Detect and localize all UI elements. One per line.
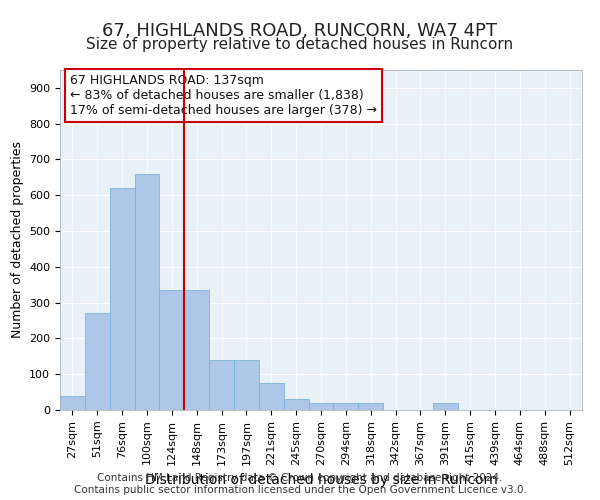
X-axis label: Distribution of detached houses by size in Runcorn: Distribution of detached houses by size …: [145, 473, 497, 487]
Bar: [284, 400, 308, 410]
Text: Contains HM Land Registry data © Crown copyright and database right 2024.
Contai: Contains HM Land Registry data © Crown c…: [74, 474, 526, 495]
Bar: [209, 360, 234, 410]
Text: 67 HIGHLANDS ROAD: 137sqm
← 83% of detached houses are smaller (1,838)
17% of se: 67 HIGHLANDS ROAD: 137sqm ← 83% of detac…: [70, 74, 377, 117]
Text: Size of property relative to detached houses in Runcorn: Size of property relative to detached ho…: [86, 38, 514, 52]
Bar: [358, 403, 383, 410]
Bar: [433, 403, 458, 410]
Bar: [85, 314, 110, 410]
Bar: [234, 360, 259, 410]
Bar: [110, 188, 134, 410]
Y-axis label: Number of detached properties: Number of detached properties: [11, 142, 23, 338]
Bar: [308, 403, 334, 410]
Bar: [134, 174, 160, 410]
Bar: [184, 290, 209, 410]
Bar: [60, 396, 85, 410]
Bar: [259, 383, 284, 410]
Bar: [160, 290, 184, 410]
Bar: [334, 403, 358, 410]
Text: 67, HIGHLANDS ROAD, RUNCORN, WA7 4PT: 67, HIGHLANDS ROAD, RUNCORN, WA7 4PT: [103, 22, 497, 40]
